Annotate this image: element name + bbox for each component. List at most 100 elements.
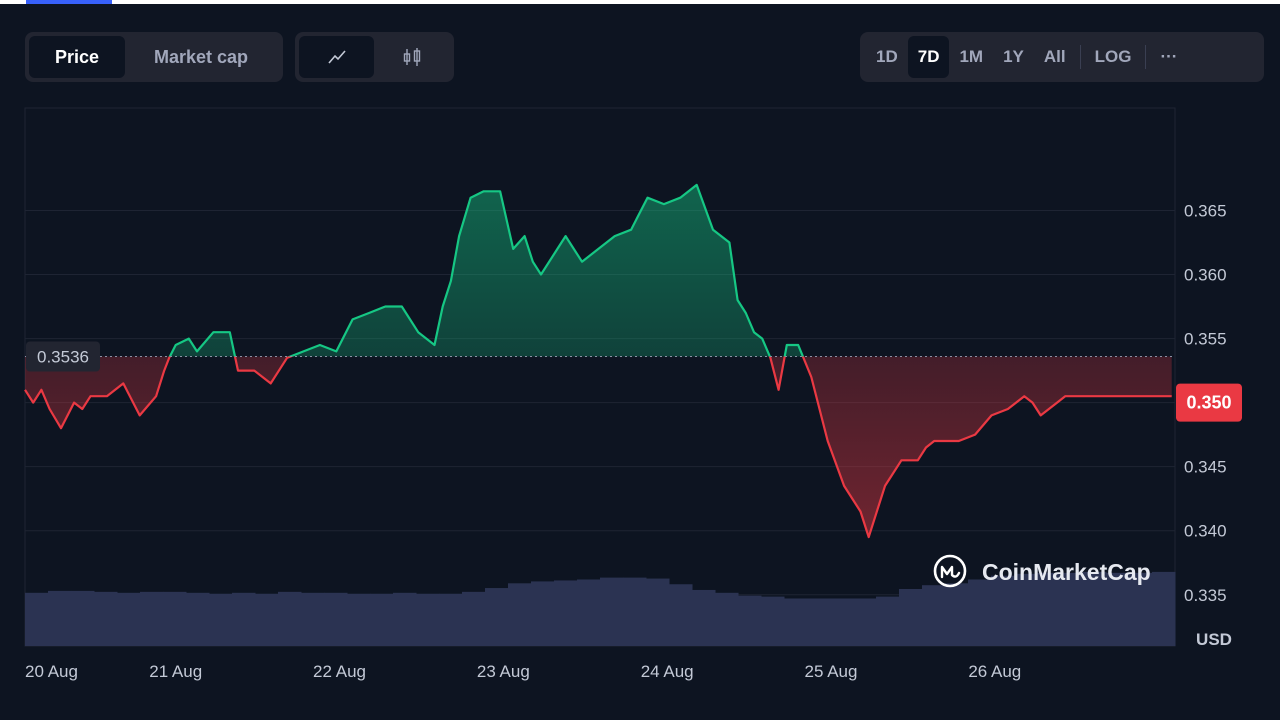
market-cap-tab[interactable]: Market cap <box>153 46 249 67</box>
line-chart-button[interactable] <box>299 36 374 78</box>
time-range-toggle: 1D 7D 1M 1Y All LOG ··· <box>860 32 1264 82</box>
top-tab-indicator <box>26 0 112 4</box>
volume-bar <box>462 591 486 646</box>
watermark-text: CoinMarketCap <box>982 559 1151 585</box>
range-1m-button[interactable]: 1M <box>959 47 984 66</box>
x-tick-label: 20 Aug <box>25 662 78 681</box>
watermark: CoinMarketCap <box>933 554 1151 588</box>
current-price-value: 0.350 <box>1186 393 1231 413</box>
price-area-up <box>25 184 1172 357</box>
x-tick-label: 26 Aug <box>968 662 1021 681</box>
volume-bar <box>692 589 716 646</box>
range-all-button[interactable]: All <box>1043 47 1066 66</box>
volume-bar <box>623 577 647 646</box>
more-options-button[interactable]: ··· <box>1160 47 1178 66</box>
volume-bar <box>738 595 762 646</box>
log-scale-button[interactable]: LOG <box>1094 47 1132 66</box>
range-1y-button[interactable]: 1Y <box>1003 47 1024 66</box>
y-tick-label: 0.345 <box>1184 458 1227 477</box>
volume-bar <box>784 598 808 646</box>
volume-bar <box>830 598 854 646</box>
volume-bar <box>600 577 624 646</box>
candlestick-icon <box>403 48 420 66</box>
volume-bar <box>761 596 785 646</box>
volume-bar <box>370 593 394 646</box>
volume-bar <box>646 578 670 646</box>
volume-bar <box>324 592 348 646</box>
volume-bars <box>25 571 1176 646</box>
baseline-badge-bg <box>26 341 100 372</box>
volume-bar <box>140 591 164 646</box>
volume-bar <box>278 591 302 646</box>
volume-bar <box>577 579 601 646</box>
volume-bar <box>485 588 509 646</box>
volume-bar <box>554 580 578 646</box>
range-1d-button[interactable]: 1D <box>876 47 898 66</box>
chart-type-toggle <box>295 32 454 82</box>
volume-bar <box>1129 572 1153 646</box>
coinmarketcap-logo-icon <box>933 554 967 588</box>
x-tick-label: 25 Aug <box>805 662 858 681</box>
volume-bar <box>163 591 187 646</box>
y-tick-label: 0.360 <box>1184 266 1227 285</box>
volume-bar <box>25 592 49 646</box>
volume-bar <box>71 590 95 646</box>
volume-bar <box>117 592 141 646</box>
candlestick-button[interactable] <box>374 36 449 78</box>
toolbar-divider <box>1079 45 1081 69</box>
volume-bar <box>186 592 210 646</box>
volume-bar <box>232 592 256 646</box>
volume-bar <box>393 592 417 646</box>
x-tick-label: 22 Aug <box>313 662 366 681</box>
volume-bar <box>416 593 440 646</box>
price-area-down <box>25 356 1172 538</box>
range-7d-button[interactable]: 7D <box>907 36 950 78</box>
x-tick-label: 23 Aug <box>477 662 530 681</box>
current-price-badge: 0.350 <box>1176 383 1242 422</box>
volume-bar <box>945 583 969 646</box>
toolbar-divider <box>1145 45 1147 69</box>
baseline-value: 0.3536 <box>37 348 89 367</box>
volume-bar <box>347 593 371 646</box>
y-tick-label: 0.340 <box>1184 522 1227 541</box>
volume-bar <box>48 590 72 646</box>
price-tab[interactable]: Price <box>29 36 125 78</box>
volume-bar <box>991 575 1015 646</box>
volume-bar <box>876 596 900 646</box>
x-axis: 20 Aug 21 Aug 22 Aug 23 Aug 24 Aug 25 Aug 26 A… <box>25 662 1021 681</box>
y-tick-label: 0.365 <box>1184 201 1227 220</box>
volume-bar <box>508 583 532 646</box>
volume-bar <box>531 581 555 646</box>
volume-bar <box>853 598 877 646</box>
y-tick-label: 0.355 <box>1184 330 1227 349</box>
x-tick-label: 21 Aug <box>149 662 202 681</box>
baseline-badge: 0.3536 <box>26 341 100 372</box>
x-tick-label: 24 Aug <box>641 662 694 681</box>
current-price-badge-bg <box>1176 383 1242 422</box>
volume-bar <box>1037 572 1061 646</box>
top-border <box>0 0 1280 4</box>
volume-bar <box>807 598 831 646</box>
volume-bar <box>439 593 463 646</box>
volume-bar <box>255 593 279 646</box>
volume-bar <box>1152 571 1176 646</box>
line-chart-icon <box>327 50 346 64</box>
volume-bar <box>209 593 233 646</box>
volume-bar <box>301 592 325 646</box>
volume-bar <box>968 579 992 646</box>
volume-bar <box>1014 573 1038 646</box>
volume-bar <box>922 585 946 646</box>
price-line-up <box>168 183 805 357</box>
volume-bar <box>1083 571 1107 646</box>
volume-bar <box>94 591 118 646</box>
currency-label: USD <box>1196 630 1232 649</box>
y-tick-label: 0.335 <box>1184 586 1227 605</box>
volume-bar <box>899 589 923 646</box>
volume-bar <box>1060 572 1084 646</box>
metric-toggle: Price Market cap <box>25 32 283 82</box>
volume-bar <box>715 592 739 646</box>
price-line-down <box>24 356 1172 539</box>
volume-bar <box>669 584 693 646</box>
volume-bar <box>1106 572 1130 646</box>
